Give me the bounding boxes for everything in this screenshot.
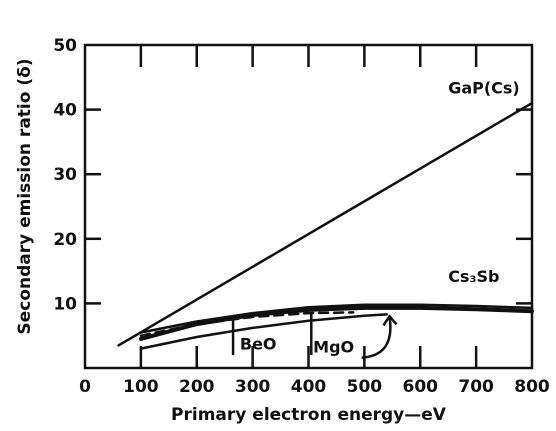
y-tick-label: 30 (53, 165, 77, 185)
series-label-cs3sb: Cs₃Sb (448, 267, 499, 286)
x-tick-label: 800 (514, 377, 550, 397)
y-tick-label: 20 (53, 230, 77, 250)
y-axis-title: Secondary emission ratio (δ) (15, 58, 35, 334)
x-tick-label: 200 (179, 377, 215, 397)
series-line-gap-cs--0 (117, 101, 534, 347)
mgo-arrow-head (382, 314, 398, 327)
y-tick-label: 50 (53, 36, 77, 56)
series-line-unlabeled-2 (139, 303, 534, 334)
series-line-mgo-4 (139, 313, 388, 350)
x-tick-label: 300 (235, 377, 271, 397)
y-tick-label: 10 (53, 294, 77, 314)
x-axis-title: Primary electron energy—eV (171, 405, 447, 425)
series-label-gap-cs: GaP(Cs) (448, 78, 520, 97)
x-tick-label: 700 (458, 377, 494, 397)
x-tick-label: 0 (79, 377, 91, 397)
x-tick-label: 400 (291, 377, 327, 397)
annotation-beo: BeO (240, 334, 277, 353)
series-line-beo-3 (139, 311, 355, 337)
x-tick-label: 600 (403, 377, 439, 397)
x-tick-label: 100 (123, 377, 159, 397)
annotation-mgo: MgO (313, 338, 354, 357)
mgo-arrow-shaft (361, 316, 392, 359)
y-tick-label: 40 (53, 101, 77, 121)
x-tick-label: 500 (347, 377, 383, 397)
